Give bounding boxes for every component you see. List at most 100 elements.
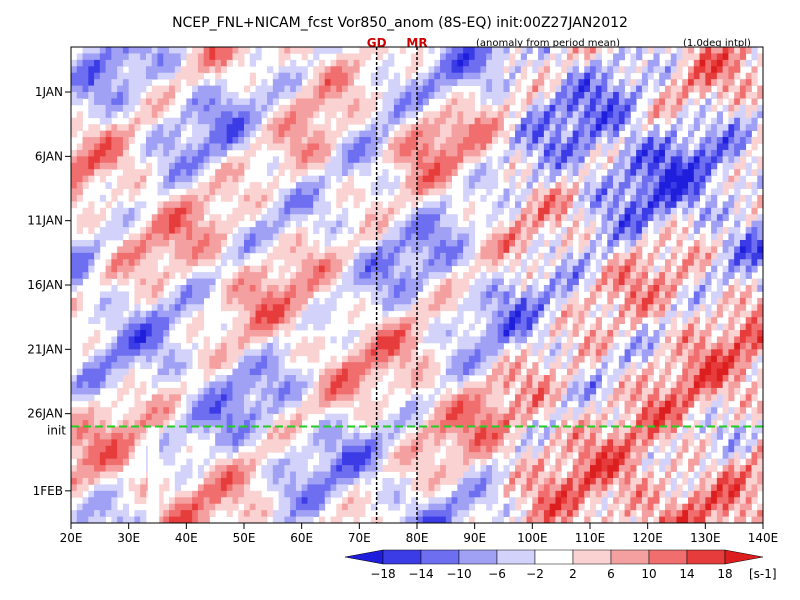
field-cell [122, 137, 130, 144]
field-cell [301, 297, 308, 305]
field-cell [169, 79, 176, 86]
field-cell [382, 259, 389, 267]
field-cell [445, 246, 452, 254]
field-cell [209, 175, 216, 183]
field-cell [601, 124, 608, 132]
field-cell [445, 330, 452, 337]
field-cell [180, 72, 187, 80]
field-cell [572, 188, 579, 196]
field-cell [549, 104, 556, 112]
field-cell [393, 368, 401, 376]
field-cell [244, 330, 251, 337]
field-cell [151, 265, 158, 273]
field-cell [122, 130, 130, 138]
field-cell [463, 66, 470, 74]
field-cell [434, 239, 441, 247]
field-cell [664, 194, 672, 202]
field-cell [601, 278, 608, 286]
field-cell [451, 355, 458, 363]
field-cell [192, 239, 199, 247]
field-cell [555, 278, 562, 286]
field-cell [192, 323, 199, 331]
field-cell [509, 323, 516, 331]
field-cell [757, 137, 763, 144]
field-cell [278, 381, 285, 389]
field-cell [745, 297, 752, 305]
field-cell [561, 323, 568, 331]
field-cell [157, 355, 164, 363]
field-cell [480, 130, 487, 138]
field-cell [307, 291, 314, 299]
field-cell [284, 375, 291, 382]
field-cell [347, 188, 354, 196]
field-cell [105, 342, 112, 350]
field-cell [261, 278, 268, 286]
field-cell [382, 124, 389, 132]
field-cell [659, 304, 666, 312]
field-cell [491, 278, 499, 286]
field-cell [486, 47, 493, 54]
field-cell [497, 252, 504, 260]
field-cell [267, 285, 274, 292]
field-cell [641, 330, 649, 337]
field-cell [71, 149, 78, 157]
field-cell [128, 66, 135, 74]
field-cell [111, 272, 118, 279]
field-cell [445, 355, 452, 363]
field-cell [105, 317, 112, 324]
field-cell [324, 201, 331, 209]
field-cell [180, 355, 187, 363]
field-cell [630, 130, 637, 138]
field-cell [463, 285, 470, 292]
field-cell [255, 285, 262, 292]
field-cell [134, 92, 141, 99]
field-cell [88, 59, 95, 67]
field-cell [428, 368, 435, 376]
field-cell [555, 246, 562, 254]
field-cell [538, 349, 545, 357]
field-cell [757, 342, 763, 350]
field-cell [474, 259, 481, 267]
field-cell [578, 149, 585, 157]
field-cell [94, 66, 101, 74]
field-cell [134, 297, 141, 305]
field-cell [503, 98, 510, 106]
field-cell [209, 381, 216, 389]
field-cell [244, 201, 251, 209]
field-cell [664, 330, 672, 337]
field-cell [122, 143, 130, 151]
field-cell [491, 375, 499, 382]
field-cell [232, 143, 239, 151]
field-cell [399, 149, 406, 157]
field-cell [99, 194, 106, 202]
field-cell [636, 85, 643, 93]
field-cell [474, 162, 481, 170]
field-cell [220, 182, 228, 189]
field-cell [272, 214, 279, 222]
field-cell [722, 265, 729, 273]
field-cell [284, 194, 291, 202]
field-cell [630, 124, 637, 132]
field-cell [555, 291, 562, 299]
field-cell [324, 207, 331, 215]
field-cell [324, 111, 331, 119]
field-cell [572, 375, 579, 382]
field-cell [209, 214, 216, 222]
field-cell [578, 323, 585, 331]
field-cell [659, 239, 666, 247]
field-cell [249, 53, 256, 61]
field-cell [278, 162, 285, 170]
field-cell [601, 349, 608, 357]
field-cell [503, 79, 510, 86]
field-cell [186, 169, 193, 177]
field-cell [140, 330, 147, 337]
field-cell [82, 47, 89, 54]
field-cell [244, 291, 251, 299]
field-cell [566, 349, 574, 357]
field-cell [670, 304, 677, 312]
field-cell [699, 342, 706, 350]
field-cell [440, 342, 447, 350]
field-cell [693, 149, 700, 157]
field-cell [526, 330, 533, 337]
field-cell [220, 278, 228, 286]
